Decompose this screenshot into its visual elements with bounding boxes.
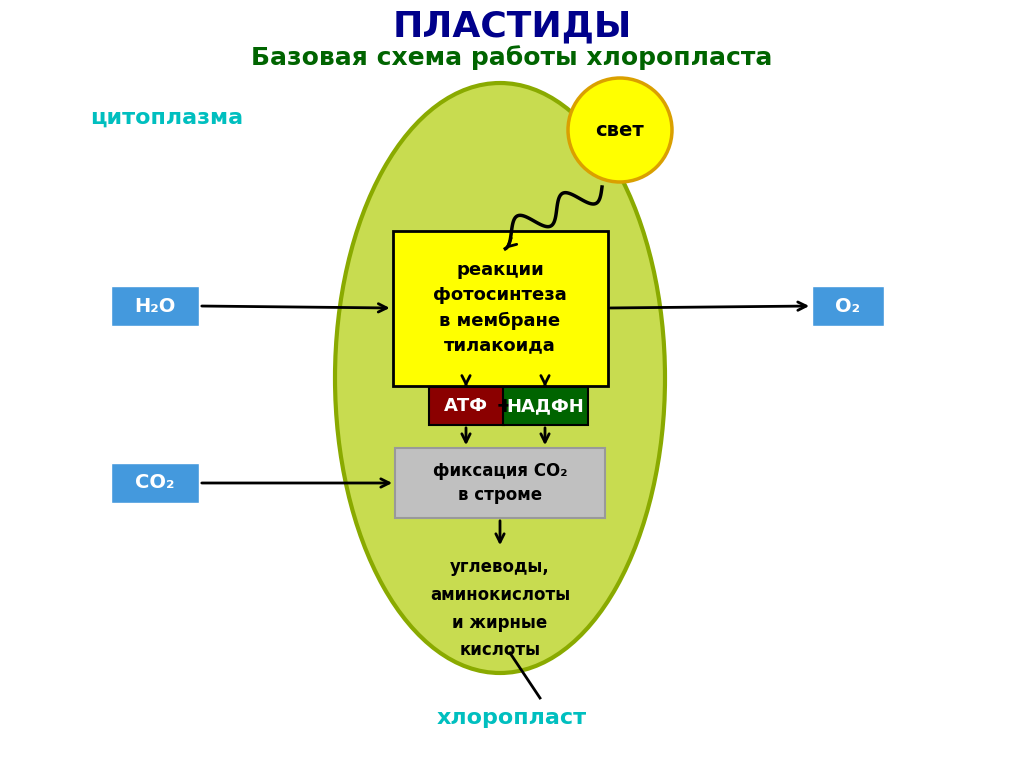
FancyBboxPatch shape xyxy=(428,387,504,425)
FancyBboxPatch shape xyxy=(111,463,199,503)
FancyBboxPatch shape xyxy=(812,286,884,326)
Text: O₂: O₂ xyxy=(836,296,860,316)
Text: свет: свет xyxy=(596,121,644,140)
Text: АТФ: АТФ xyxy=(444,397,488,415)
Text: Базовая схема работы хлоропласта: Базовая схема работы хлоропласта xyxy=(251,45,773,71)
Text: цитоплазма: цитоплазма xyxy=(90,108,243,128)
Circle shape xyxy=(568,78,672,182)
FancyBboxPatch shape xyxy=(111,286,199,326)
Text: +: + xyxy=(496,396,514,416)
Text: CO₂: CO₂ xyxy=(135,474,175,492)
FancyBboxPatch shape xyxy=(395,448,605,518)
Text: хлоропласт: хлоропласт xyxy=(437,708,587,728)
Text: реакции
фотосинтеза
в мембране
тилакоида: реакции фотосинтеза в мембране тилакоида xyxy=(433,261,567,355)
FancyBboxPatch shape xyxy=(392,230,607,386)
Ellipse shape xyxy=(335,83,665,673)
Text: H₂O: H₂O xyxy=(134,296,176,316)
Text: НАДФН: НАДФН xyxy=(506,397,584,415)
Text: ПЛАСТИДЫ: ПЛАСТИДЫ xyxy=(392,9,632,43)
Text: углеводы,
аминокислоты
и жирные
кислоты: углеводы, аминокислоты и жирные кислоты xyxy=(430,558,570,660)
FancyBboxPatch shape xyxy=(503,387,588,425)
Text: фиксация CO₂
в строме: фиксация CO₂ в строме xyxy=(433,462,567,504)
